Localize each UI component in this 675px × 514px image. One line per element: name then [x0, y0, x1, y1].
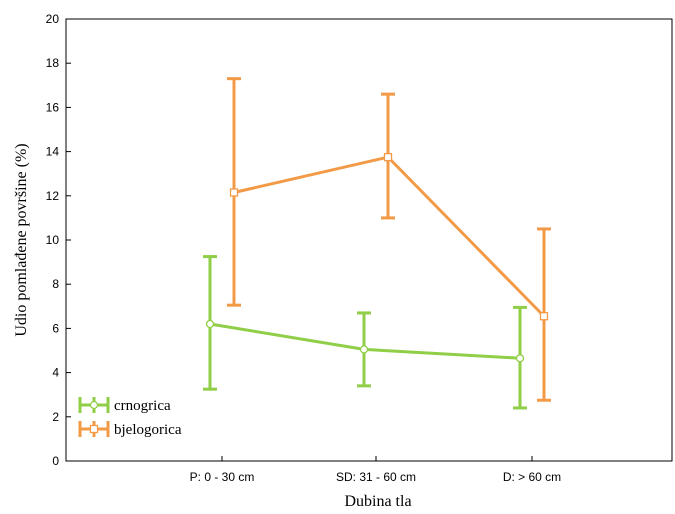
y-tick-label: 6 [52, 321, 59, 335]
x-axis: P: 0 - 30 cm SD: 31 - 60 cm D: > 60 cm [190, 456, 561, 484]
x-tick-label: P: 0 - 30 cm [190, 470, 255, 484]
plot-frame [65, 18, 673, 462]
x-tick-label: D: > 60 cm [503, 470, 561, 484]
y-tick-label: 2 [52, 410, 59, 424]
legend-label: bjelogorica [114, 422, 182, 438]
legend-symbol [78, 421, 110, 437]
legend-item: bjelogorica [78, 421, 182, 438]
y-tick-label: 18 [46, 56, 60, 70]
y-tick-label: 4 [52, 366, 59, 380]
data-point [539, 312, 549, 321]
data-point [205, 319, 215, 329]
y-tick-label: 12 [46, 189, 60, 203]
y-tick-label: 0 [52, 454, 59, 468]
y-tick-label: 16 [46, 100, 60, 114]
y-tick-label: 8 [52, 277, 59, 291]
y-tick-label: 10 [46, 233, 60, 247]
data-point [359, 345, 369, 354]
series-crnogrica [203, 255, 527, 410]
y-tick-label: 14 [46, 145, 60, 159]
x-tick-label: SD: 31 - 60 cm [336, 470, 416, 484]
y-tick-label: 20 [46, 12, 60, 26]
y-axis-title: Udio pomlađene površine (%) [13, 143, 30, 336]
data-point [515, 354, 525, 363]
legend-item: crnogrica [78, 397, 171, 414]
series-layer [203, 77, 551, 410]
x-axis-title: Dubina tla [344, 493, 411, 510]
series-bjelogorica [227, 77, 551, 402]
y-axis: 0 2 4 6 8 10 12 14 16 18 20 [46, 12, 71, 468]
legend-label: crnogrica [114, 398, 171, 414]
legend-symbol [78, 397, 110, 413]
legend: crnogrica bjelogorica [78, 397, 182, 438]
data-point [383, 152, 393, 162]
data-point [229, 188, 239, 197]
